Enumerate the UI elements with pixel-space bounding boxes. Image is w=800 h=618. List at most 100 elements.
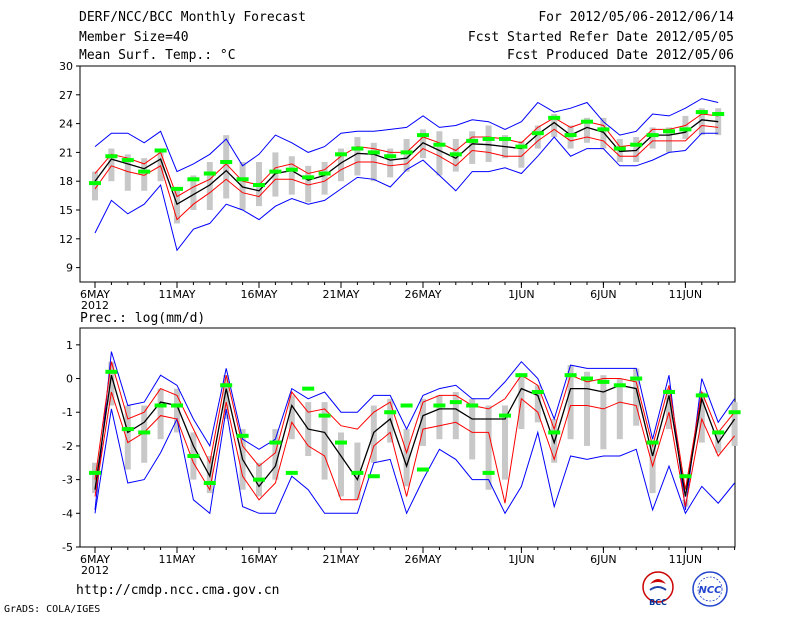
median-marker [679, 127, 692, 132]
median-marker [663, 129, 675, 134]
x-tick-year: 2012 [81, 564, 109, 577]
website-url[interactable]: http://cmdp.ncc.cma.gov.cn [76, 583, 280, 598]
median-marker [285, 167, 298, 172]
range-bar [288, 395, 295, 440]
median-marker [646, 133, 659, 138]
range-bar [206, 162, 213, 210]
grads-credit: GrADS: COLA/IGES [4, 604, 101, 615]
produced-date-label: Fcst Produced Date 2012/05/06 [507, 48, 734, 63]
range-bar [534, 385, 541, 423]
x-tick-label: 11JUN [669, 288, 703, 301]
range-bar [698, 392, 705, 443]
median-marker [105, 369, 118, 374]
range-bar [108, 361, 115, 406]
chart-title: DERF/NCC/BCC Monthly Forecast [79, 10, 306, 25]
range-bar [124, 154, 131, 191]
x-tick-label: 16MAY [241, 553, 278, 566]
bcc-logo-text: BCC [649, 598, 667, 607]
range-bar [321, 402, 328, 480]
mean-line [94, 375, 736, 497]
y-tick-label: -4 [62, 507, 73, 520]
range-bar [649, 442, 656, 494]
median-marker [285, 470, 298, 475]
median-marker [302, 386, 315, 391]
mean-plus-sd-line [94, 361, 735, 490]
median-marker [564, 133, 577, 138]
mean-minus-sd-line [94, 124, 719, 221]
x-tick-label: 21MAY [323, 553, 360, 566]
median-marker [499, 413, 511, 418]
range-bar [534, 125, 541, 149]
x-tick-year: 2012 [81, 299, 109, 312]
median-marker [253, 183, 265, 188]
range-bar [141, 158, 148, 191]
bcc-logo: BCC [642, 571, 674, 607]
median-marker [384, 154, 397, 159]
range-bar [223, 135, 230, 199]
range-bar [682, 499, 689, 507]
range-bar [387, 148, 394, 178]
median-marker [679, 474, 692, 479]
median-marker [466, 138, 479, 143]
range-bar [452, 392, 459, 440]
max-line [94, 98, 719, 173]
median-marker [203, 171, 216, 176]
median-marker [581, 119, 593, 124]
median-marker [384, 410, 397, 415]
median-marker [613, 383, 626, 388]
median-marker [220, 160, 233, 164]
range-bar [108, 148, 115, 182]
range-bar [305, 165, 312, 203]
median-marker [203, 480, 216, 485]
median-marker [171, 186, 183, 191]
mean-line [94, 119, 719, 206]
median-marker [89, 470, 101, 475]
median-marker [482, 136, 495, 141]
mean-minus-sd-line [94, 391, 735, 507]
median-marker [630, 142, 643, 147]
forecast-period: For 2012/05/06-2012/06/14 [538, 10, 734, 25]
x-tick-label: 16MAY [241, 288, 278, 301]
x-tick-label: 26MAY [405, 288, 442, 301]
range-bar [600, 375, 607, 450]
range-bar [403, 429, 410, 487]
min-line [94, 408, 735, 515]
median-marker [417, 467, 429, 472]
median-marker [564, 373, 577, 378]
start-date-label: Fcst Started Refer Date 2012/05/05 [467, 30, 734, 45]
y-tick-label: -5 [62, 541, 73, 554]
median-marker [187, 177, 200, 182]
ncc-logo: NCC [692, 571, 728, 607]
range-bar [518, 140, 525, 168]
median-marker [236, 433, 249, 438]
range-bar [616, 378, 623, 440]
median-marker [121, 427, 134, 432]
median-marker [138, 169, 151, 174]
y-tick-label: 15 [59, 204, 73, 217]
x-tick-label: 6JUN [590, 553, 617, 566]
range-bar [485, 405, 492, 490]
member-size-label: Member Size=40 [79, 30, 189, 45]
y-tick-label: 1 [66, 339, 73, 352]
median-marker [695, 110, 708, 115]
median-marker [400, 403, 413, 408]
x-tick-label: 1JUN [508, 288, 535, 301]
range-bar [436, 131, 443, 176]
y-tick-label: 24 [59, 118, 73, 131]
median-marker [515, 373, 528, 378]
median-marker [531, 390, 544, 395]
median-marker [171, 403, 183, 408]
median-marker [367, 474, 380, 479]
plot-frame [79, 65, 736, 283]
median-marker [105, 154, 118, 159]
x-tick-label: 11JUN [669, 553, 703, 566]
range-bar [157, 148, 164, 182]
range-bar [666, 388, 672, 430]
median-marker [302, 175, 315, 180]
range-bar [174, 188, 180, 224]
median-marker [581, 376, 593, 381]
range-bar [288, 156, 295, 195]
min-line [94, 132, 719, 252]
median-marker [630, 376, 643, 381]
